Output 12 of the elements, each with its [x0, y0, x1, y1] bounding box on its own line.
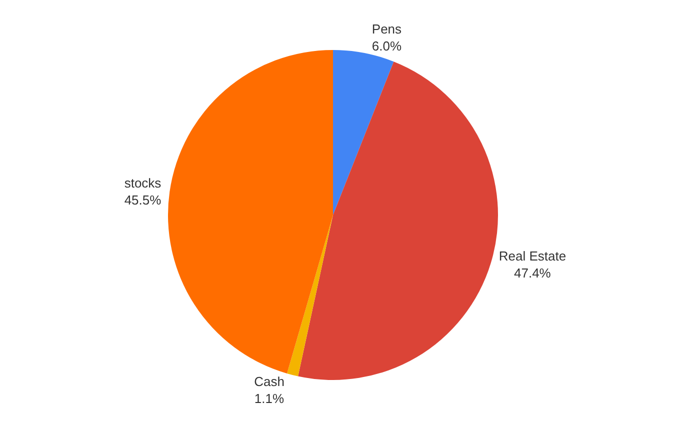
slice-label: Cash	[254, 374, 284, 389]
pie-slice	[168, 50, 333, 374]
slice-label: Pens	[372, 22, 402, 37]
pie-slice	[298, 62, 498, 380]
data-label: 6.0%	[372, 38, 402, 54]
pie-slice	[286, 215, 333, 376]
data-label: 45.5%	[124, 192, 162, 208]
data-label: 1.1%	[254, 390, 284, 406]
data-label: 47.4%	[514, 265, 552, 280]
pie-slice	[333, 50, 394, 215]
slice-label: stocks	[124, 175, 162, 190]
slice-label: Real Estate	[498, 248, 566, 264]
